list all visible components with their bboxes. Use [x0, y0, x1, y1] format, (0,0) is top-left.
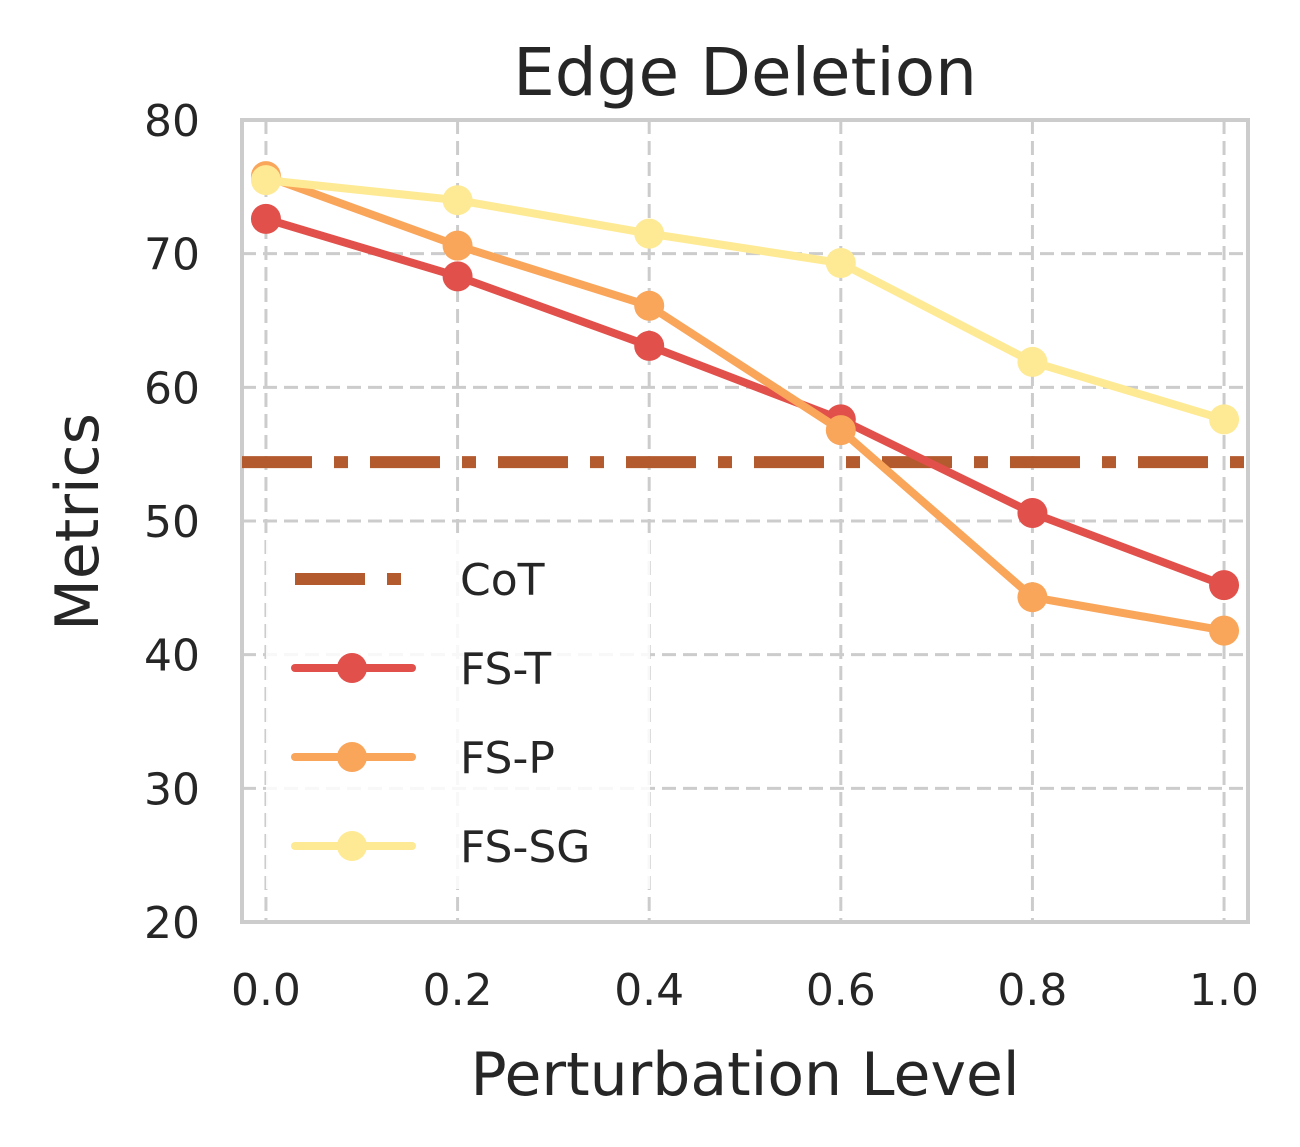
- x-tick-label: 0.0: [231, 965, 301, 1016]
- x-tick-label: 1.0: [1189, 965, 1259, 1016]
- series-line: [261, 214, 1229, 590]
- y-tick-label: 50: [144, 497, 200, 548]
- y-tick-label: 30: [144, 764, 200, 815]
- data-point: [1209, 615, 1240, 646]
- y-tick-label: 60: [144, 363, 200, 414]
- legend: CoT FS-T FS-P FS-SG: [266, 533, 650, 889]
- y-tick-label: 80: [144, 96, 200, 147]
- y-tick-label: 40: [144, 631, 200, 682]
- data-point: [250, 203, 281, 234]
- legend-label: CoT: [460, 555, 545, 606]
- data-point: [634, 218, 665, 249]
- y-tick-label: 20: [144, 898, 200, 949]
- data-point: [442, 230, 473, 261]
- x-tick-label: 0.6: [806, 965, 876, 1016]
- x-tick-label: 0.8: [997, 965, 1067, 1016]
- x-tick-label: 0.2: [423, 965, 493, 1016]
- data-point: [825, 248, 856, 279]
- legend-marker: [337, 831, 367, 861]
- data-point: [442, 261, 473, 292]
- x-tick-label: 0.4: [614, 965, 684, 1016]
- axis-ticks: 0.0 0.2 0.4 0.6 0.8 1.0 20 30 40 50 60 70 80: [144, 96, 1259, 1016]
- data-point: [1209, 404, 1240, 435]
- series-line: [261, 172, 1229, 635]
- y-axis-label: Metrics: [43, 413, 113, 631]
- data-point: [1209, 570, 1240, 601]
- data-point: [250, 165, 281, 196]
- data-point: [1017, 497, 1048, 528]
- legend-label: FS-SG: [460, 822, 590, 873]
- data-point: [1017, 582, 1048, 613]
- legend-label: FS-P: [460, 733, 555, 784]
- plot-area: [242, 161, 1246, 646]
- legend-marker: [337, 742, 367, 772]
- data-point: [634, 290, 665, 321]
- legend-marker: [337, 653, 367, 683]
- data-point: [1017, 346, 1048, 377]
- y-tick-label: 70: [144, 230, 200, 281]
- chart-title: Edge Deletion: [513, 34, 977, 111]
- series-line: [261, 176, 1229, 424]
- plot-frame: [240, 118, 1250, 924]
- data-point: [634, 330, 665, 361]
- data-point: [825, 415, 856, 446]
- data-point: [442, 185, 473, 216]
- legend-box: [266, 533, 650, 889]
- legend-label: FS-T: [460, 644, 551, 695]
- x-axis-label: Perturbation Level: [470, 1040, 1019, 1110]
